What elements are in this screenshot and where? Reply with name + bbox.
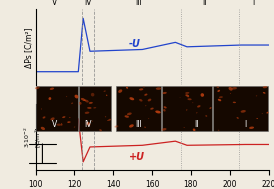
Text: I: I — [244, 119, 246, 129]
Text: II: II — [202, 105, 207, 114]
Text: III: III — [135, 0, 142, 7]
Text: V: V — [52, 105, 58, 114]
Text: II: II — [195, 119, 199, 129]
Y-axis label: ΔPs [C/m²]: ΔPs [C/m²] — [24, 27, 33, 67]
Text: IV: IV — [84, 0, 92, 7]
Text: V: V — [52, 0, 58, 7]
Text: IV: IV — [84, 119, 92, 129]
Text: -U: -U — [129, 39, 141, 49]
Text: I: I — [252, 0, 254, 7]
Text: I: I — [252, 105, 254, 114]
Text: II: II — [202, 0, 207, 7]
Text: IV: IV — [84, 105, 92, 114]
Y-axis label: 3·10$^{-2}$
[C/m$^2$]: 3·10$^{-2}$ [C/m$^2$] — [23, 126, 43, 148]
Text: +U: +U — [129, 152, 145, 162]
Text: III: III — [135, 105, 142, 114]
Text: V: V — [52, 119, 58, 129]
Text: III: III — [135, 119, 142, 129]
